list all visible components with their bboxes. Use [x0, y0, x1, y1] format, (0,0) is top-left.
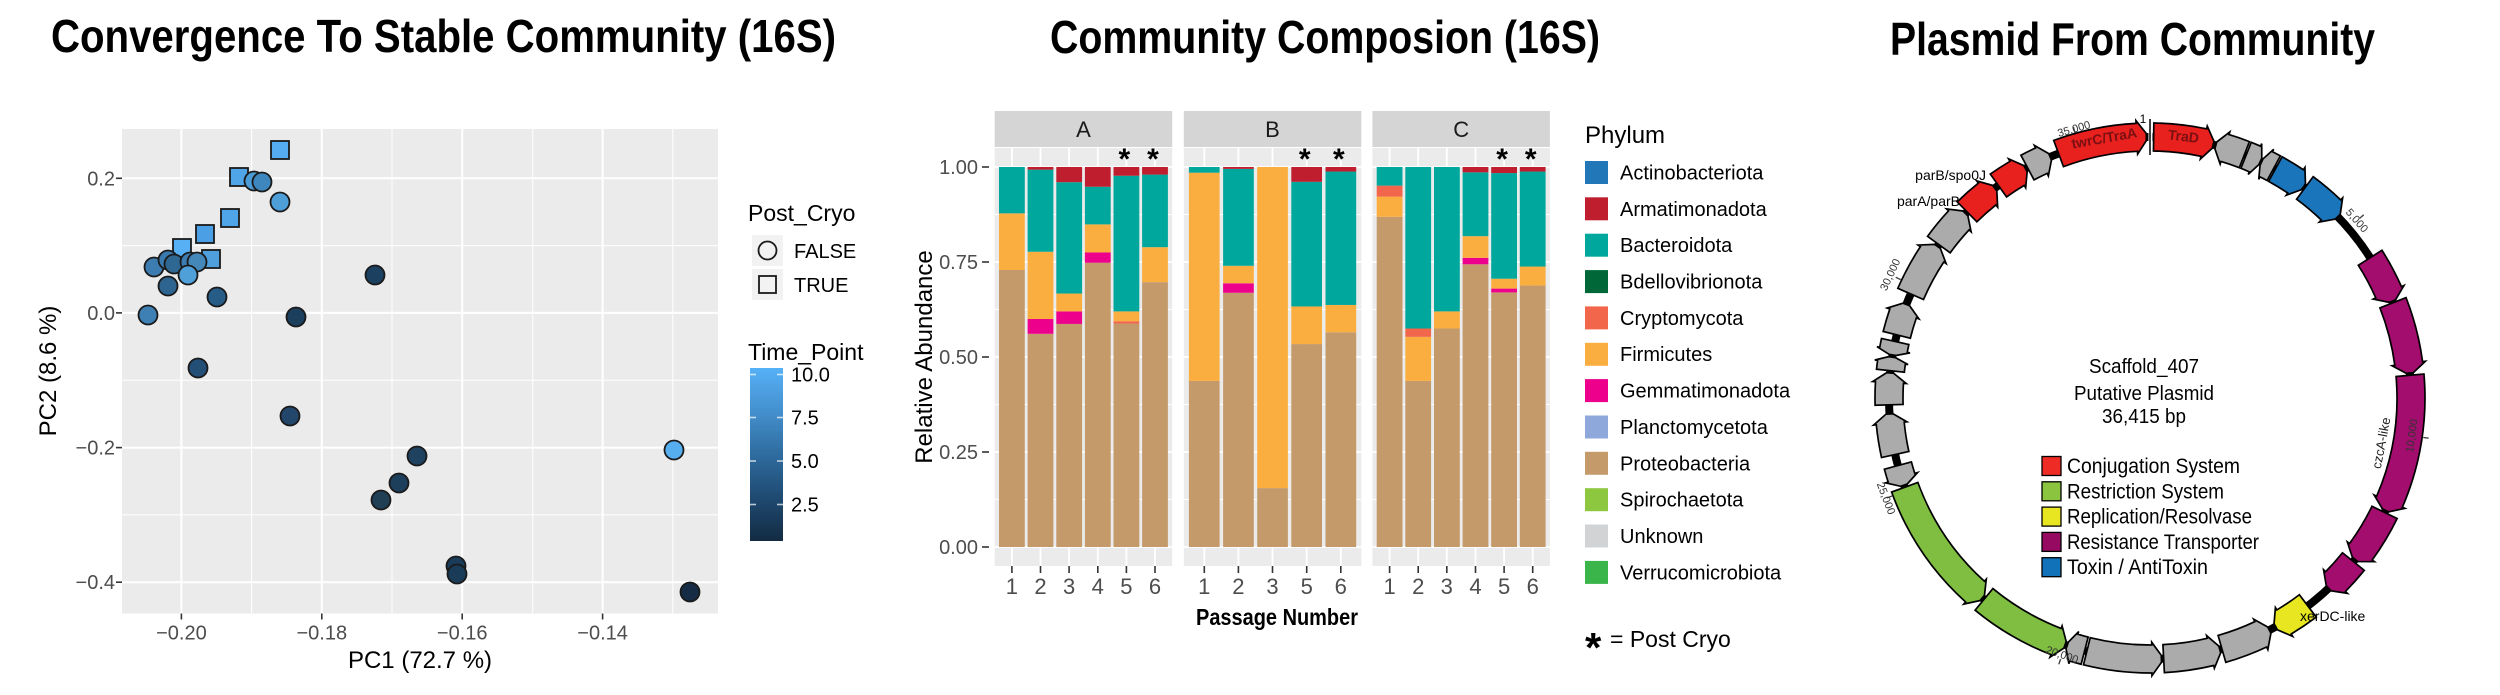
svg-text:Community Composion (16S): Community Composion (16S): [1050, 11, 1600, 63]
svg-text:36,415 bp: 36,415 bp: [2102, 406, 2186, 428]
svg-text:Putative Plasmid: Putative Plasmid: [2074, 383, 2214, 405]
svg-text:6: 6: [1335, 574, 1347, 599]
svg-text:*: *: [1525, 143, 1537, 176]
svg-text:Conjugation System: Conjugation System: [2067, 455, 2240, 478]
svg-text:parA/parB: parA/parB: [1897, 193, 1960, 209]
svg-text:Time_Point: Time_Point: [748, 339, 864, 365]
svg-text:Scaffold_407: Scaffold_407: [2089, 356, 2199, 378]
svg-text:Resistance Transporter: Resistance Transporter: [2067, 531, 2259, 554]
svg-text:Spirochaetota: Spirochaetota: [1620, 490, 1744, 512]
svg-text:−0.18: −0.18: [296, 623, 347, 645]
svg-text:Planctomycetota: Planctomycetota: [1620, 417, 1769, 439]
svg-text:*: *: [1585, 624, 1602, 671]
svg-text:Cryptomycota: Cryptomycota: [1620, 308, 1744, 330]
svg-text:1: 1: [2140, 112, 2147, 126]
svg-text:3: 3: [1063, 574, 1075, 599]
svg-text:6: 6: [1149, 574, 1161, 599]
svg-text:4: 4: [1469, 574, 1481, 599]
svg-text:1.00: 1.00: [939, 157, 978, 179]
svg-text:2.5: 2.5: [791, 495, 819, 517]
svg-text:Actinobacteriota: Actinobacteriota: [1620, 163, 1764, 185]
svg-text:Bdellovibrionota: Bdellovibrionota: [1620, 272, 1763, 294]
svg-text:0.0: 0.0: [87, 303, 115, 325]
svg-text:Proteobacteria: Proteobacteria: [1620, 453, 1751, 475]
svg-text:Replication/Resolvase: Replication/Resolvase: [2067, 506, 2252, 529]
svg-text:Armatimonadota: Armatimonadota: [1620, 199, 1768, 221]
svg-text:Relative Abundance: Relative Abundance: [911, 250, 938, 464]
svg-text:FALSE: FALSE: [794, 241, 856, 263]
svg-text:*: *: [1496, 143, 1508, 176]
svg-text:5: 5: [1498, 574, 1510, 599]
svg-text:5: 5: [1301, 574, 1313, 599]
svg-text:2: 2: [1232, 574, 1244, 599]
svg-text:3: 3: [1266, 574, 1278, 599]
svg-text:Verrucomicrobiota: Verrucomicrobiota: [1620, 562, 1782, 584]
svg-text:xerDC-like: xerDC-like: [2300, 608, 2366, 624]
svg-text:Convergence To Stable Communit: Convergence To Stable Community (16S): [51, 10, 836, 62]
svg-text:−0.2: −0.2: [76, 438, 115, 460]
svg-text:PC1 (72.7 %): PC1 (72.7 %): [348, 647, 492, 674]
svg-text:Gemmatimonadota: Gemmatimonadota: [1620, 381, 1791, 403]
svg-text:0.00: 0.00: [939, 537, 978, 559]
svg-text:*: *: [1333, 143, 1345, 176]
svg-text:1: 1: [1383, 574, 1395, 599]
svg-text:1: 1: [1198, 574, 1210, 599]
svg-text:A: A: [1076, 117, 1091, 142]
svg-text:−0.16: −0.16: [437, 623, 488, 645]
svg-text:1: 1: [1006, 574, 1018, 599]
svg-text:4: 4: [1092, 574, 1104, 599]
svg-text:0.2: 0.2: [87, 168, 115, 190]
svg-text:0.25: 0.25: [939, 442, 978, 464]
svg-text:5: 5: [1120, 574, 1132, 599]
svg-text:= Post Cryo: = Post Cryo: [1610, 626, 1731, 652]
svg-text:3: 3: [1441, 574, 1453, 599]
svg-text:2: 2: [1034, 574, 1046, 599]
svg-text:Bacteroidota: Bacteroidota: [1620, 235, 1733, 257]
svg-text:*: *: [1147, 143, 1159, 176]
svg-text:7.5: 7.5: [791, 408, 819, 430]
svg-text:Post_Cryo: Post_Cryo: [748, 200, 855, 226]
svg-text:Firmicutes: Firmicutes: [1620, 344, 1712, 366]
svg-text:Passage Number: Passage Number: [1196, 604, 1358, 630]
svg-text:Plasmid From Community: Plasmid From Community: [1890, 13, 2375, 65]
svg-text:0.50: 0.50: [939, 347, 978, 369]
svg-text:2: 2: [1412, 574, 1424, 599]
svg-text:−0.20: −0.20: [156, 623, 207, 645]
svg-text:0.75: 0.75: [939, 252, 978, 274]
svg-text:PC2 (8.6 %): PC2 (8.6 %): [35, 306, 62, 437]
svg-text:parB/spo0J: parB/spo0J: [1915, 167, 1986, 183]
svg-text:*: *: [1299, 143, 1311, 176]
svg-text:10.0: 10.0: [791, 365, 830, 387]
svg-text:Restriction System: Restriction System: [2067, 480, 2224, 503]
svg-text:Phylum: Phylum: [1585, 122, 1665, 149]
svg-text:5.0: 5.0: [791, 451, 819, 473]
svg-text:−0.14: −0.14: [577, 623, 628, 645]
svg-text:B: B: [1265, 117, 1280, 142]
svg-text:C: C: [1453, 117, 1469, 142]
svg-text:Toxin / AntiToxin: Toxin / AntiToxin: [2067, 556, 2208, 579]
svg-text:10,000: 10,000: [2404, 418, 2421, 453]
svg-text:TraD: TraD: [2167, 126, 2200, 146]
svg-text:*: *: [1119, 143, 1131, 176]
svg-text:Unknown: Unknown: [1620, 526, 1703, 548]
svg-text:TRUE: TRUE: [794, 275, 848, 297]
svg-text:−0.4: −0.4: [76, 572, 115, 594]
svg-text:6: 6: [1527, 574, 1539, 599]
